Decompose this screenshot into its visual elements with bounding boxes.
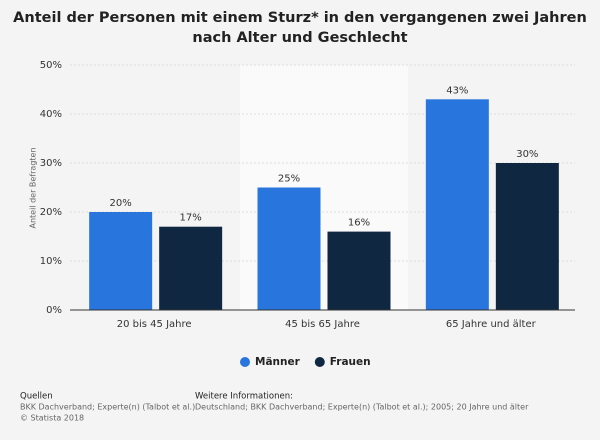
x-tick-label: 45 bis 65 Jahre xyxy=(285,319,360,330)
y-tick-label: 0% xyxy=(46,305,62,316)
bar xyxy=(257,187,321,310)
bar xyxy=(327,231,391,310)
bar xyxy=(425,99,489,310)
y-tick-label: 10% xyxy=(40,256,62,267)
footer-text: Deutschland; BKK Dachverband; Experte(n)… xyxy=(195,403,529,412)
x-tick-label: 65 Jahre und älter xyxy=(446,319,537,330)
chart-title: nach Alter und Geschlecht xyxy=(192,30,407,46)
legend-label: Frauen xyxy=(330,356,371,368)
y-tick-label: 20% xyxy=(40,207,62,218)
value-label: 17% xyxy=(180,213,202,224)
y-tick-label: 50% xyxy=(40,60,62,71)
value-label: 25% xyxy=(278,174,300,185)
value-label: 30% xyxy=(516,149,538,160)
value-label: 20% xyxy=(110,198,132,209)
y-axis-title: Anteil der Befragten xyxy=(29,147,38,228)
footer-text: BKK Dachverband; Experte(n) (Talbot et a… xyxy=(20,403,195,412)
bar xyxy=(495,163,559,310)
legend-marker xyxy=(240,357,250,367)
y-tick-label: 30% xyxy=(40,158,62,169)
footer-text: © Statista 2018 xyxy=(20,414,84,423)
chart-title: Anteil der Personen mit einem Sturz* in … xyxy=(13,10,587,26)
x-tick-label: 20 bis 45 Jahre xyxy=(117,319,192,330)
y-tick-label: 40% xyxy=(40,109,62,120)
value-label: 16% xyxy=(348,218,370,229)
value-label: 43% xyxy=(446,85,468,96)
footer-heading: Weitere Informationen: xyxy=(195,392,293,402)
bar xyxy=(89,212,153,310)
footer-heading: Quellen xyxy=(20,392,53,402)
legend-marker xyxy=(314,357,325,367)
bar xyxy=(159,226,223,310)
legend-label: Männer xyxy=(255,356,301,368)
